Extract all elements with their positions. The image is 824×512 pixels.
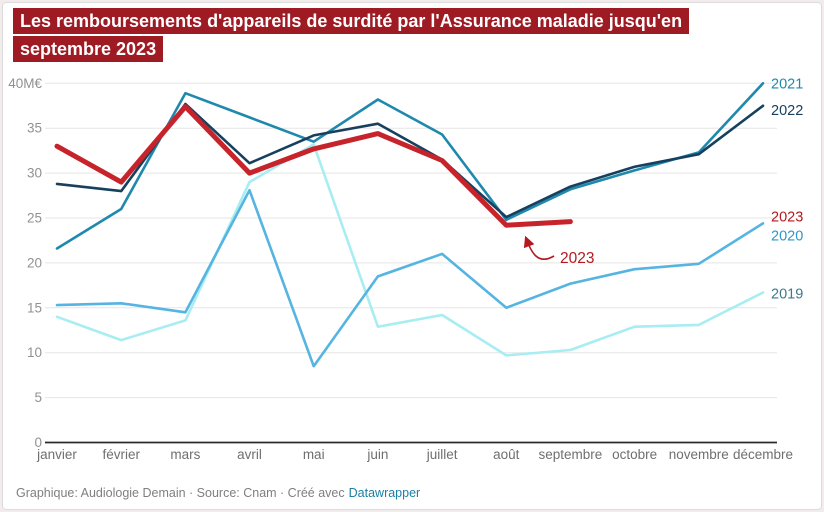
annotation-2023-label: 2023 bbox=[560, 250, 594, 267]
annotation-arrow-icon bbox=[523, 235, 555, 261]
series-label-2019: 2019 bbox=[771, 287, 803, 303]
y-tick-label: 0 bbox=[34, 435, 42, 450]
datawrapper-link[interactable]: Datawrapper bbox=[348, 486, 421, 500]
series-line-2019 bbox=[55, 143, 765, 357]
credit-text: Graphique: Audiologie Demain · Source: C… bbox=[16, 486, 345, 500]
x-tick-label: octobre bbox=[612, 447, 657, 462]
x-tick-label: septembre bbox=[539, 447, 603, 462]
y-tick-label: 5 bbox=[34, 390, 42, 405]
series-line-2023 bbox=[54, 104, 573, 228]
x-tick-label: mars bbox=[170, 447, 200, 462]
x-tick-label: avril bbox=[237, 447, 262, 462]
y-tick-label: 40M€ bbox=[8, 76, 42, 91]
x-tick-label: juillet bbox=[426, 447, 458, 462]
chart-title-text: Les remboursements d'appareils de surdit… bbox=[13, 8, 690, 62]
y-tick-label: 20 bbox=[27, 255, 42, 270]
series-line-2022 bbox=[55, 102, 765, 219]
x-tick-label: février bbox=[102, 447, 140, 462]
series-line-2021 bbox=[55, 82, 765, 250]
y-tick-label: 25 bbox=[27, 211, 42, 226]
x-tick-label: mai bbox=[303, 447, 325, 462]
x-tick-label: août bbox=[493, 447, 520, 462]
x-tick-label: novembre bbox=[669, 447, 729, 462]
x-tick-label: décembre bbox=[733, 447, 793, 462]
series-label-2021: 2021 bbox=[771, 76, 803, 92]
chart-footer: Graphique: Audiologie Demain · Source: C… bbox=[16, 486, 420, 500]
series-label-2023: 2023 bbox=[771, 210, 803, 226]
x-tick-label: janvier bbox=[36, 447, 77, 462]
series-label-2022: 2022 bbox=[771, 103, 803, 119]
chart-title: Les remboursements d'appareils de surdit… bbox=[13, 8, 769, 64]
y-tick-label: 35 bbox=[27, 121, 42, 136]
series-line-2020 bbox=[55, 188, 765, 368]
x-tick-label: juin bbox=[366, 447, 388, 462]
y-tick-label: 15 bbox=[27, 300, 42, 315]
y-tick-label: 10 bbox=[27, 345, 42, 360]
series-label-2020: 2020 bbox=[771, 228, 803, 244]
y-tick-label: 30 bbox=[27, 166, 42, 181]
